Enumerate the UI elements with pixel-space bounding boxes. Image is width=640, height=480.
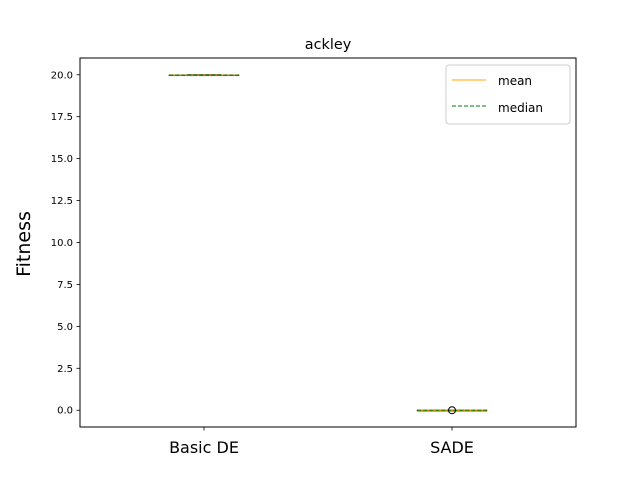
box-sade	[416, 406, 488, 415]
box-series	[168, 74, 488, 415]
chart-title: ackley	[305, 37, 352, 53]
y-tick-label: 17.5	[51, 112, 73, 123]
y-axis-label: Fitness	[13, 211, 35, 277]
x-tick-label: SADE	[430, 438, 474, 457]
legend-mean-label: mean	[498, 74, 532, 88]
y-tick-label: 10.0	[51, 238, 73, 249]
y-tick-label: 5.0	[57, 322, 73, 333]
y-tick-label: 15.0	[51, 154, 73, 165]
x-axis-ticks: Basic DE SADE	[169, 427, 474, 457]
y-tick-label: 12.5	[51, 196, 73, 207]
y-axis-ticks: 0.0 2.5 5.0 7.5 10.0 12.5 15.0 17.5 20.0	[51, 70, 80, 417]
y-tick-label: 20.0	[51, 70, 73, 81]
box-basic-de	[168, 74, 240, 77]
y-tick-label: 7.5	[57, 280, 73, 291]
x-tick-label: Basic DE	[169, 438, 239, 457]
legend-median-label: median	[498, 101, 543, 115]
outlier-point	[448, 406, 456, 415]
plot-frame	[79, 57, 577, 428]
legend: mean median	[445, 64, 571, 125]
y-tick-label: 0.0	[57, 406, 73, 417]
y-tick-label: 2.5	[57, 364, 73, 375]
